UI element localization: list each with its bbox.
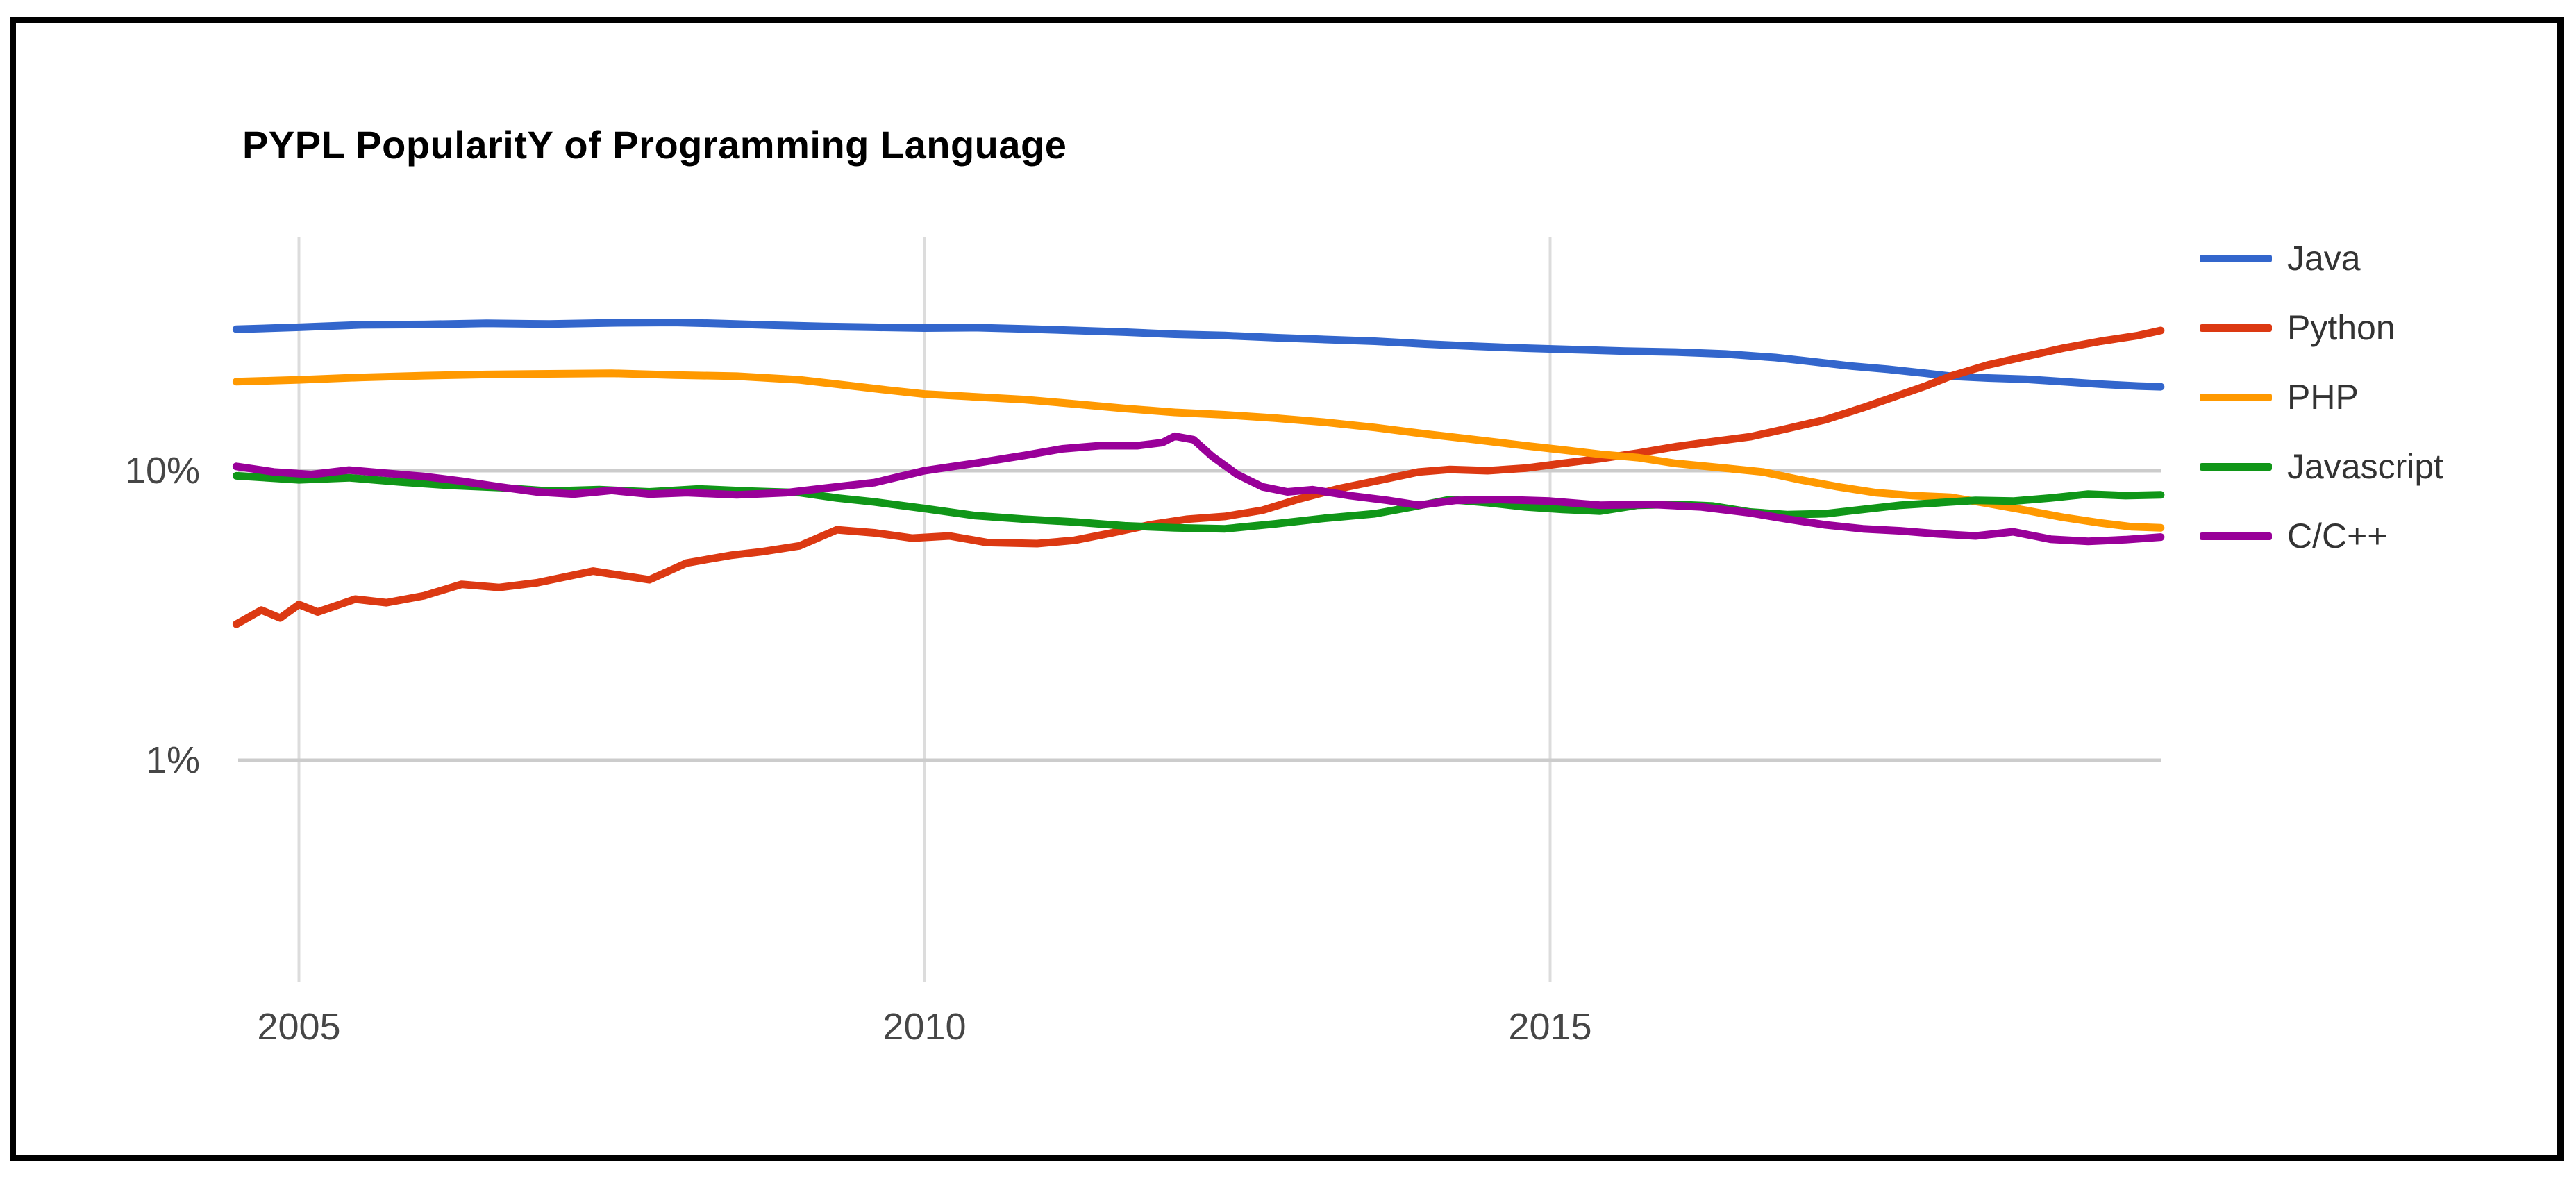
series-line-c-c-[interactable] [232, 432, 2165, 546]
legend-item-javascript: Javascript [2200, 432, 2561, 501]
series-line-java[interactable] [232, 319, 2165, 391]
legend-item-php: PHP [2200, 362, 2561, 432]
javascript-line-swatch [2200, 462, 2272, 471]
legend-label-java: Java [2287, 239, 2361, 278]
java-line-swatch [2200, 254, 2272, 262]
legend-item-cpp: C/C++ [2200, 501, 2561, 571]
y-tick-10pct: 10% [124, 450, 200, 492]
x-tick-2010: 2010 [883, 1006, 967, 1048]
y-tick-1pct: 1% [145, 739, 200, 781]
legend-label-php: PHP [2287, 378, 2359, 417]
legend-item-python: Python [2200, 293, 2561, 362]
legend-label-python: Python [2287, 308, 2395, 347]
python-line-swatch [2200, 324, 2272, 332]
legend-item-java: Java [2200, 224, 2561, 293]
legend-label-cpp: C/C++ [2287, 517, 2388, 555]
legend-label-javascript: Javascript [2287, 447, 2444, 486]
x-tick-2015: 2015 [1508, 1006, 1592, 1048]
x-tick-2005: 2005 [257, 1006, 341, 1048]
series-line-php[interactable] [232, 369, 2165, 532]
legend: Java Python PHP Javascript C/C++ [2200, 224, 2561, 571]
series-line-python[interactable] [232, 326, 2165, 628]
cpp-line-swatch [2200, 532, 2272, 540]
php-line-swatch [2200, 393, 2272, 401]
chart-title: PYPL PopularitY of Programming Language [242, 123, 1067, 167]
